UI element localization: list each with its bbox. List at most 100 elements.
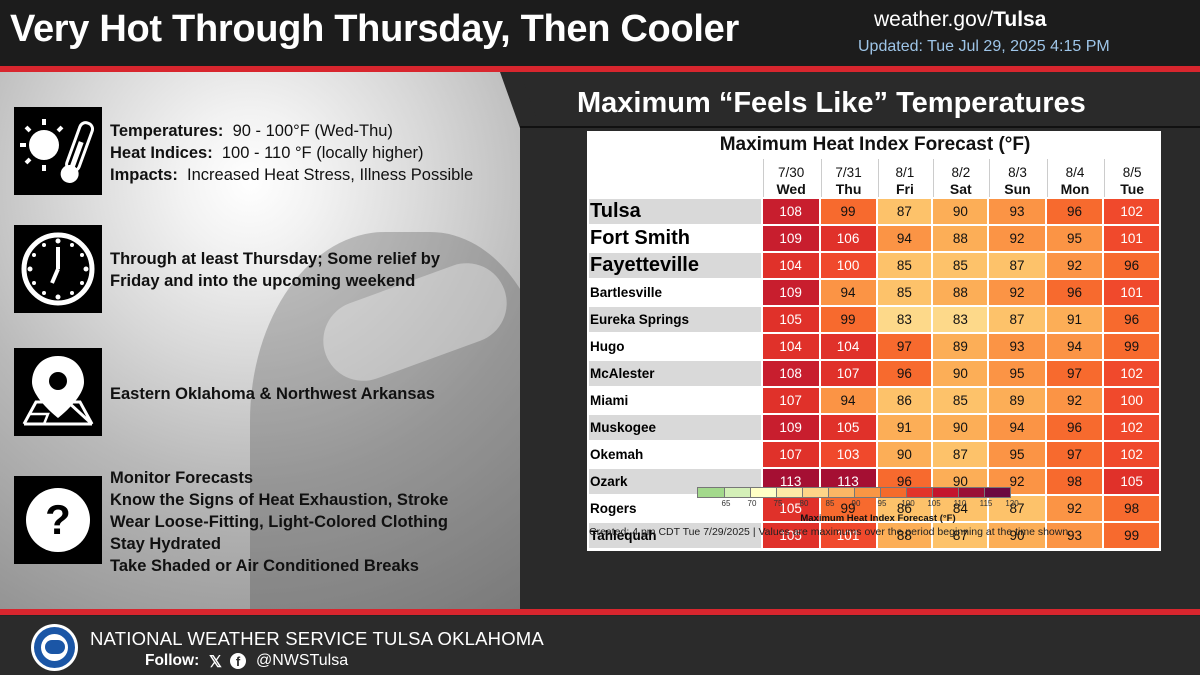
- table-row: Rogers 105 99 86 84 87 92 98: [589, 496, 1159, 521]
- heat-index-cell: 90: [933, 415, 988, 440]
- heat-index-cell: 92: [1046, 388, 1103, 413]
- heat-index-cell: 97: [1046, 442, 1103, 467]
- heat-index-cell: 97: [1046, 361, 1103, 386]
- action-item: Stay Hydrated: [110, 535, 221, 553]
- heat-index-cell: 84: [933, 496, 988, 521]
- temp-label: Temperatures:: [110, 122, 224, 140]
- column-day: Tue: [1120, 181, 1145, 197]
- table-row: Miami 107 94 86 85 89 92 100: [589, 388, 1159, 413]
- header-divider: [0, 66, 1200, 72]
- heat-index-cell: 85: [877, 253, 932, 278]
- heat-index-cell: 87: [877, 199, 932, 224]
- footer-divider: [0, 609, 1200, 615]
- column-day: Wed: [776, 181, 806, 197]
- column-date: 7/31: [835, 165, 862, 180]
- legend-swatch: [828, 487, 855, 498]
- city-name: Tulsa: [589, 199, 761, 224]
- sun-thermometer-icon: [14, 107, 102, 195]
- heat-index-cell: 86: [877, 388, 932, 413]
- clock-icon: [14, 225, 102, 313]
- table-row: Hugo 104 104 97 89 93 94 99: [589, 334, 1159, 359]
- table-row: McAlester 108 107 96 90 95 97 102: [589, 361, 1159, 386]
- heat-index-cell: 109: [762, 415, 819, 440]
- table-row: Bartlesville 109 94 85 88 92 96 101: [589, 280, 1159, 305]
- header-bar: Very Hot Through Thursday, Then Cooler w…: [0, 0, 1200, 66]
- heat-index-cell: 107: [762, 388, 819, 413]
- heat-index-cell: 94: [820, 280, 876, 305]
- legend-tick: 80: [799, 499, 809, 508]
- heat-index-cell: 100: [820, 253, 876, 278]
- website-link[interactable]: weather.gov/Tulsa: [874, 8, 1046, 32]
- table-title: Maximum Heat Index Forecast (°F): [719, 134, 1031, 155]
- header-blank: [589, 159, 761, 197]
- heat-index-cell: 96: [1104, 307, 1159, 332]
- legend-tick: 120: [1005, 499, 1019, 508]
- legend-swatch: [776, 487, 803, 498]
- city-name: Muskogee: [589, 415, 761, 440]
- heat-index-cell: 96: [1046, 199, 1103, 224]
- heat-index-cell: 106: [820, 226, 876, 251]
- heat-index-cell: 101: [1104, 280, 1159, 305]
- heat-index-cell: 88: [877, 523, 932, 548]
- heat-index-cell: 99: [1104, 523, 1159, 548]
- timing-text: Through at least Thursday; Some relief b…: [110, 250, 441, 290]
- social-handle[interactable]: @NWSTulsa: [256, 652, 349, 669]
- heat-index-cell: 101: [820, 523, 876, 548]
- heat-index-cell: 101: [1104, 226, 1159, 251]
- heat-index-cell: 109: [762, 280, 819, 305]
- heat-index-cell: 89: [989, 388, 1045, 413]
- panel-diagonal: [500, 72, 540, 128]
- legend-swatch: [984, 487, 1011, 498]
- legend-tick: 65: [721, 499, 731, 508]
- legend-tick: 70: [747, 499, 757, 508]
- color-legend: 65 70 75 80 85 90 95 100 105 110 115 120 Maximum He…: [697, 487, 1058, 524]
- legend-tick: 115: [979, 499, 993, 508]
- heat-index-cell: 93: [1046, 523, 1103, 548]
- panel-heading: Maximum “Feels Like” Temperatures: [577, 87, 1086, 119]
- column-header: 8/5 Tue: [1104, 159, 1159, 197]
- heat-index-cell: 105: [1104, 469, 1159, 494]
- temp-value: 90 - 100°F (Wed-Thu): [232, 122, 393, 140]
- city-name: Hugo: [590, 339, 625, 354]
- heat-index-cell: 89: [933, 334, 988, 359]
- column-date: 8/1: [895, 165, 915, 180]
- column-header: 8/4 Mon: [1046, 159, 1103, 197]
- heat-index-cell: 88: [933, 280, 988, 305]
- x-icon[interactable]: 𝕏: [209, 654, 222, 671]
- column-date: 8/4: [1065, 165, 1085, 180]
- heat-index-cell: 93: [989, 199, 1045, 224]
- heat-index-cell: 85: [933, 388, 988, 413]
- table-row: Eureka Springs 105 99 83 83 87 91 96: [589, 307, 1159, 332]
- heat-index-cell: 105: [762, 496, 819, 521]
- svg-text:?: ?: [45, 496, 71, 543]
- heat-index-cell: 102: [1104, 442, 1159, 467]
- city-name: Eureka Springs: [589, 307, 761, 332]
- heat-index-cell: 103: [820, 442, 876, 467]
- heat-index-table-card: Maximum Heat Index Forecast (°F) 7/30 Wed…: [587, 131, 1161, 551]
- heat-index-cell: 85: [933, 253, 988, 278]
- heat-index-cell: 87: [989, 307, 1045, 332]
- office-name: NATIONAL WEATHER SERVICE TULSA OKLAHOMA: [90, 628, 544, 649]
- heat-index-cell: 98: [1046, 469, 1103, 494]
- heat-index-cell: 87: [989, 496, 1045, 521]
- heat-index-cell: 90: [877, 442, 932, 467]
- legend-tick: 85: [825, 499, 835, 508]
- heat-index-cell: 99: [820, 199, 876, 224]
- column-day: Sat: [949, 181, 972, 197]
- background-figure: [250, 232, 520, 609]
- created-note: Created: 4 pm CDT Tue 7/29/2025 | Values…: [589, 526, 1072, 538]
- legend-swatch: [932, 487, 959, 498]
- legend-tick: 95: [877, 499, 887, 508]
- column-date: 7/30: [777, 165, 805, 180]
- column-day: Sun: [1004, 181, 1031, 197]
- question-icon: ?: [14, 476, 102, 564]
- heat-index-cell: 100: [1104, 388, 1159, 413]
- facebook-icon[interactable]: f: [230, 653, 246, 669]
- column-date: 8/2: [951, 165, 971, 180]
- footer-bar: [0, 616, 1200, 675]
- page-title: Very Hot Through Thursday, Then Cooler: [10, 8, 739, 50]
- impacts-label: Impacts:: [110, 166, 178, 184]
- legend-tick: 110: [953, 499, 967, 508]
- column-day: Fri: [895, 181, 914, 197]
